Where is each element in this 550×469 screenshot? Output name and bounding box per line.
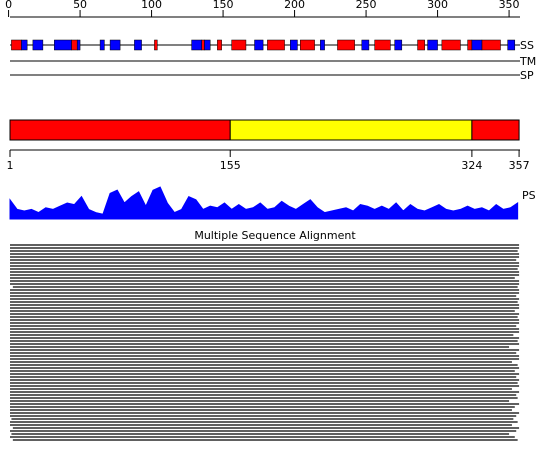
strand [361, 39, 370, 51]
domain [9, 119, 231, 141]
domain [471, 119, 520, 141]
ruler-label: 300 [427, 0, 448, 11]
strand [427, 39, 438, 51]
domain-tick-label: 155 [220, 159, 241, 172]
strand [320, 39, 325, 51]
alignment-title: Multiple Sequence Alignment [194, 229, 356, 242]
helix [300, 39, 315, 51]
strand [191, 39, 202, 51]
helix [267, 39, 285, 51]
strand [507, 39, 516, 51]
strand [471, 39, 483, 51]
ss-label: SS [520, 39, 534, 52]
strand [99, 39, 105, 51]
strand [394, 39, 403, 51]
ruler-label: 100 [141, 0, 162, 11]
ruler-label: 250 [356, 0, 377, 11]
strand [204, 39, 211, 51]
strand [109, 39, 121, 51]
strand [290, 39, 298, 51]
ps-label: PS [522, 189, 536, 202]
helix [481, 39, 501, 51]
sp-label: SP [520, 69, 534, 82]
domain-tick-label: 357 [509, 159, 530, 172]
ruler-label: 150 [213, 0, 234, 11]
strand [254, 39, 264, 51]
helix [154, 39, 158, 51]
ps-area [9, 186, 519, 220]
domain-tick-label: 324 [461, 159, 482, 172]
helix [467, 39, 473, 51]
ruler-label: 50 [73, 0, 87, 11]
helix [231, 39, 247, 51]
helix [71, 39, 78, 51]
domain [229, 119, 473, 141]
ruler-label: 0 [5, 0, 12, 11]
helix [374, 39, 391, 51]
strand [76, 39, 81, 51]
strand [32, 39, 44, 51]
helix [217, 39, 222, 51]
helix [441, 39, 461, 51]
helix [337, 39, 355, 51]
tm-label: TM [519, 55, 536, 68]
ruler-label: 350 [499, 0, 520, 11]
strand [54, 39, 72, 51]
strand [21, 39, 28, 51]
helix [201, 39, 205, 51]
helix [417, 39, 425, 51]
helix [11, 39, 22, 51]
ruler-label: 200 [284, 0, 305, 11]
strand [134, 39, 142, 51]
domain-tick-label: 1 [7, 159, 14, 172]
